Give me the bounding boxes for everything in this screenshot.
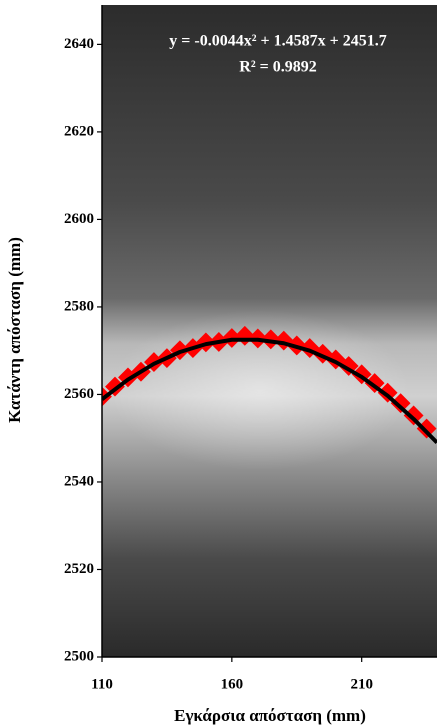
y-tick-label: 2640 <box>64 36 94 52</box>
y-tick-label: 2500 <box>64 648 94 664</box>
x-tick-label: 210 <box>350 676 373 692</box>
y-tick-label: 2580 <box>64 298 94 314</box>
point <box>102 386 112 407</box>
x-tick-label: 160 <box>221 676 244 692</box>
r-squared: R² = 0.9892 <box>239 59 316 76</box>
y-tick-label: 2560 <box>64 386 94 402</box>
y-tick-label: 2600 <box>64 211 94 227</box>
point <box>390 393 411 414</box>
y-tick-label: 2520 <box>64 561 94 577</box>
x-tick-label: 110 <box>91 676 113 692</box>
x-axis-title: Εγκάρσια απόσταση (mm) <box>174 706 366 725</box>
point <box>416 418 437 439</box>
point <box>260 329 281 350</box>
equation: y = -0.0044x² + 1.4587x + 2451.7 <box>169 33 386 50</box>
y-tick-label: 2620 <box>64 123 94 139</box>
fit-line <box>102 337 437 444</box>
y-axis-title: Κατάντη απόσταση (mm) <box>5 237 24 423</box>
point <box>403 405 424 426</box>
plot-area <box>102 325 437 444</box>
y-tick-label: 2540 <box>64 473 94 489</box>
